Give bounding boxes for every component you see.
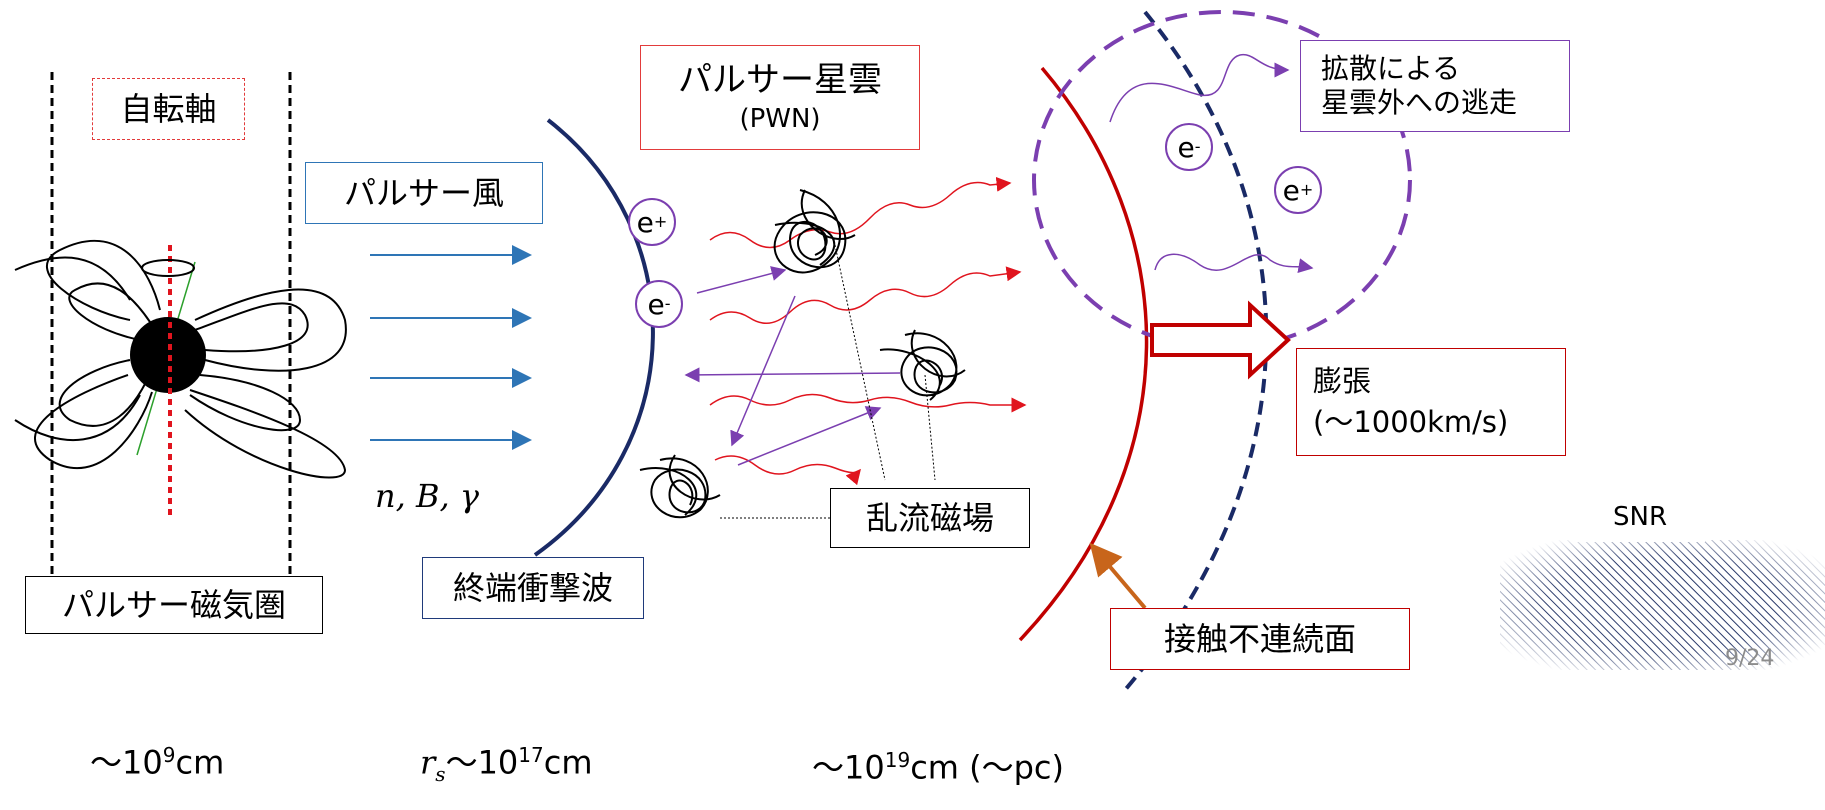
termination-shock-label: 終端衝撃波 — [452, 568, 613, 607]
electron-marker: e- — [635, 280, 683, 328]
magnetic-field-lines — [14, 239, 347, 479]
magnetosphere-label: パルサー磁気圏 — [61, 585, 286, 624]
snr-label-box: SNR — [1575, 494, 1705, 542]
escape-label-line2: 星雲外への逃走 — [1321, 86, 1518, 119]
contact-discontinuity-label: 接触不連続面 — [1163, 619, 1356, 658]
contact-discontinuity-front — [1018, 66, 1149, 642]
rotation-axis-label: 自転軸 — [120, 89, 217, 128]
contact-discontinuity-label-box: 接触不連続面 — [1110, 608, 1410, 670]
expansion-arrow — [1150, 300, 1291, 380]
snr-label: SNR — [1612, 502, 1668, 533]
pulsar-wind-label: パルサー風 — [343, 173, 504, 212]
escape-label-box: 拡散による 星雲外への逃走 — [1300, 40, 1570, 132]
wind-parameters: n, B, γ — [375, 477, 479, 515]
scale-magnetosphere: 〜109cm — [90, 743, 225, 782]
turbulent-field-label: 乱流磁場 — [865, 498, 994, 537]
scale-termination-shock: rs〜1017cm — [420, 743, 593, 787]
turbulent-field-label-box: 乱流磁場 — [830, 488, 1030, 548]
termination-shock-front — [533, 118, 655, 557]
pulsar-wind-arrows — [370, 245, 532, 450]
escaping-electron-marker: e- — [1165, 123, 1213, 171]
pwn-subtitle: (PWN) — [739, 104, 821, 135]
turbulence-leader-lines — [720, 244, 936, 519]
expansion-label-line1: 膨張 — [1313, 364, 1372, 399]
pwn-label-box: パルサー星雲 (PWN) — [640, 45, 920, 150]
contact-pointer-arrow — [1089, 542, 1147, 610]
pwn-title: パルサー星雲 — [678, 59, 882, 100]
expansion-label-box: 膨張 (〜1000km/s) — [1296, 348, 1566, 456]
synchrotron-emission-arrows — [709, 176, 1027, 486]
positron-marker: e + — [628, 198, 676, 246]
page-number: 9/24 — [1725, 646, 1775, 671]
scale-nebula: 〜1019cm (〜pc) — [812, 748, 1065, 787]
snr-hatch-fade — [1500, 540, 1825, 670]
magnetosphere-label-box: パルサー磁気圏 — [25, 576, 323, 634]
escaping-positron-marker: e + — [1274, 166, 1322, 214]
escape-label-line1: 拡散による — [1321, 52, 1461, 86]
pulsar-wind-label-box: パルサー風 — [305, 162, 543, 224]
rotation-axis-label-box: 自転軸 — [92, 78, 245, 140]
turbulent-tangles — [639, 189, 966, 519]
termination-shock-label-box: 終端衝撃波 — [422, 557, 644, 619]
expansion-label-line2: (〜1000km/s) — [1313, 405, 1509, 439]
particle-trajectories — [684, 266, 901, 466]
rotation-indicator — [141, 259, 195, 277]
escape-trajectories — [1109, 54, 1314, 274]
